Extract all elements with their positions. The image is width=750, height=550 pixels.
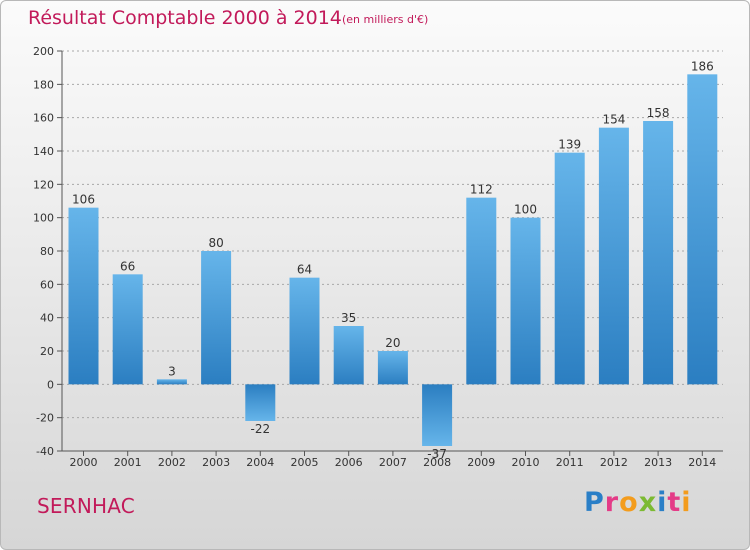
- commune-name: SERNHAC: [37, 494, 135, 518]
- value-label: 80: [208, 236, 223, 250]
- x-tick-label: 2000: [70, 456, 98, 469]
- bar-2006: [333, 326, 364, 385]
- y-tick-label: 80: [40, 245, 54, 258]
- y-tick-label: 0: [47, 378, 54, 391]
- value-label: 20: [385, 336, 400, 350]
- bar-2005: [289, 277, 320, 385]
- x-tick-label: 2002: [158, 456, 186, 469]
- value-label: 154: [602, 113, 625, 127]
- value-label: 186: [691, 59, 714, 73]
- x-tick-label: 2006: [335, 456, 363, 469]
- x-tick-label: 2001: [114, 456, 142, 469]
- y-tick-label: -20: [36, 412, 54, 425]
- y-tick-label: 140: [33, 145, 54, 158]
- x-tick-label: 2014: [688, 456, 716, 469]
- value-label: 100: [514, 203, 537, 217]
- logo-letter: P: [584, 487, 605, 518]
- x-tick-label: 2013: [644, 456, 672, 469]
- y-tick-label: -40: [36, 445, 54, 458]
- value-label: -22: [250, 422, 270, 436]
- x-tick-label: 2012: [600, 456, 628, 469]
- y-tick-label: 180: [33, 78, 54, 91]
- bar-2009: [466, 197, 497, 385]
- bar-2011: [554, 152, 585, 385]
- bar-2014: [687, 74, 718, 385]
- x-tick-label: 2011: [556, 456, 584, 469]
- bar-2007: [377, 351, 408, 385]
- value-label: 106: [72, 193, 95, 207]
- y-tick-label: 160: [33, 112, 54, 125]
- x-tick-label: 2008: [423, 456, 451, 469]
- y-tick-label: 200: [33, 45, 54, 58]
- value-label: 139: [558, 138, 581, 152]
- bar-2008: [422, 384, 453, 446]
- logo-letter: i: [657, 487, 668, 518]
- value-label: 158: [647, 106, 670, 120]
- value-label: 112: [470, 183, 493, 197]
- x-tick-label: 2003: [202, 456, 230, 469]
- bar-2013: [643, 121, 674, 385]
- y-tick-label: 60: [40, 278, 54, 291]
- logo-letter: r: [604, 487, 620, 518]
- x-tick-label: 2007: [379, 456, 407, 469]
- x-tick-label: 2010: [512, 456, 540, 469]
- proxiti-logo: Proxiti: [584, 487, 692, 518]
- logo-letter: x: [638, 487, 658, 518]
- logo-letter: t: [667, 487, 682, 518]
- value-label: 66: [120, 259, 135, 273]
- x-tick-label: 2005: [291, 456, 319, 469]
- bar-2004: [245, 384, 276, 421]
- y-tick-label: 40: [40, 312, 54, 325]
- y-tick-label: 120: [33, 178, 54, 191]
- bar-2000: [68, 207, 99, 385]
- bar-2003: [201, 251, 232, 385]
- bar-2001: [112, 274, 143, 385]
- x-tick-label: 2009: [467, 456, 495, 469]
- logo-letter: o: [619, 487, 639, 518]
- value-label: 35: [341, 311, 356, 325]
- bar-2012: [598, 127, 629, 385]
- chart-title: Résultat Comptable 2000 à 2014: [28, 7, 342, 29]
- y-tick-label: 20: [40, 345, 54, 358]
- value-label: 64: [297, 263, 312, 277]
- logo-letter: i: [681, 487, 692, 518]
- bar-2002: [156, 379, 187, 385]
- value-label: 3: [168, 364, 176, 378]
- bar-2010: [510, 217, 541, 385]
- chart-subtitle: (en milliers d'€): [342, 13, 429, 26]
- y-tick-label: 100: [33, 212, 54, 225]
- x-tick-label: 2004: [246, 456, 274, 469]
